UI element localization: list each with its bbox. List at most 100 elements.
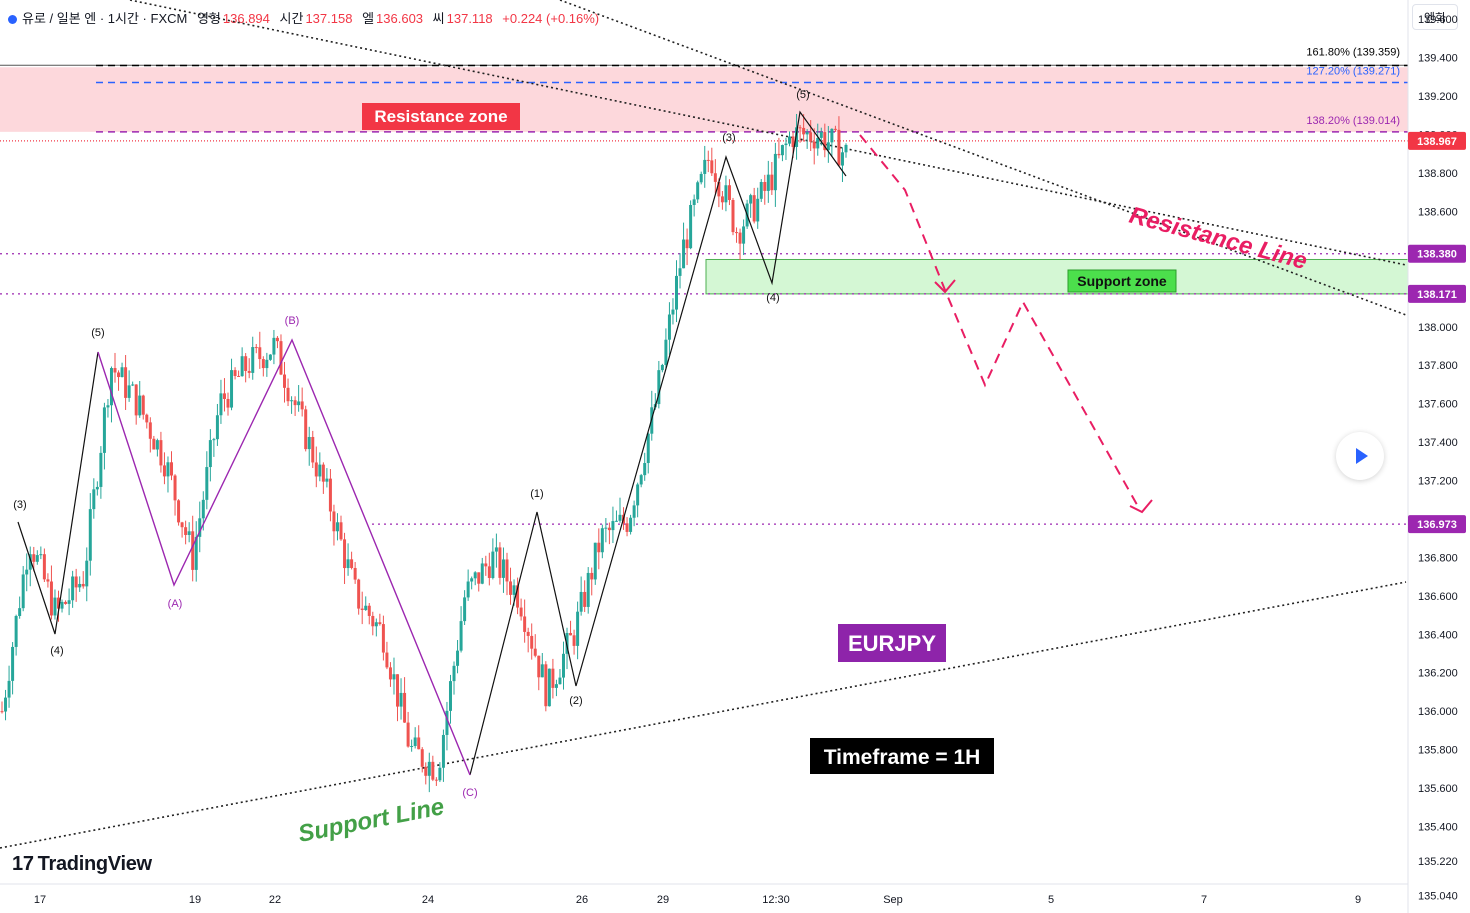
time-tick-label: 19 — [189, 894, 201, 906]
candle-body — [431, 761, 435, 780]
candle-body — [473, 572, 477, 579]
candle-body — [798, 127, 802, 129]
close-label: 씨 — [432, 11, 445, 26]
candle-body — [106, 405, 110, 408]
projection-arrow — [1129, 499, 1153, 514]
candle-body — [92, 489, 96, 510]
candle-body — [678, 268, 682, 276]
price-tick-label: 135.600 — [1418, 783, 1458, 795]
symbol-title[interactable]: 유로 / 일본 엔 · 1시간 · FXCM — [22, 11, 188, 26]
candle-body — [544, 664, 548, 707]
timeframe-tag: Timeframe = 1H — [824, 746, 981, 769]
candle-body — [74, 576, 78, 588]
price-tick-label: 136.800 — [1418, 552, 1458, 564]
candle-body — [258, 347, 262, 360]
time-tick-label: Sep — [883, 894, 903, 906]
price-tick-label: 135.220 — [1418, 856, 1458, 868]
candle-body — [420, 749, 424, 767]
price-label: 138.171 — [1417, 289, 1457, 301]
candle-body — [131, 384, 135, 386]
candle-body — [417, 737, 421, 750]
candle-body — [117, 372, 121, 378]
candle-body — [39, 554, 43, 556]
projection-path — [859, 134, 1141, 511]
candle-body — [632, 505, 636, 518]
candle-body — [752, 195, 756, 222]
candle-body — [607, 527, 611, 531]
candle-body — [205, 467, 209, 500]
candle-body — [272, 337, 276, 355]
candle-body — [233, 370, 237, 376]
candle-body — [113, 368, 117, 373]
candle-body — [466, 581, 470, 598]
candle-body — [512, 585, 516, 595]
candle-body — [816, 137, 820, 149]
candle-body — [427, 761, 431, 776]
candle-body — [805, 132, 809, 135]
time-tick-label: 5 — [1048, 894, 1054, 906]
candle-body — [717, 181, 721, 197]
candle-body — [85, 560, 89, 587]
candle-body — [180, 522, 184, 528]
wave-label: (2) — [569, 695, 582, 707]
candle-body — [434, 779, 438, 781]
wave-label: (1) — [530, 488, 543, 500]
candle-body — [576, 611, 580, 646]
candle-body — [321, 464, 325, 482]
candle-body — [674, 275, 678, 310]
candle-body — [452, 665, 456, 682]
candle-body — [625, 523, 629, 532]
candle-body — [787, 136, 791, 144]
candle-body — [360, 608, 364, 610]
candle-body — [184, 527, 188, 535]
candle-body — [265, 359, 269, 369]
price-tick-label: 136.000 — [1418, 706, 1458, 718]
candle-body — [639, 475, 643, 485]
candle-body — [682, 239, 686, 269]
candle-body — [247, 370, 251, 373]
candle-body — [516, 585, 520, 608]
candle-body — [720, 196, 724, 203]
candle-body — [307, 436, 311, 450]
high-label: 시간 — [279, 11, 304, 26]
candle-body — [826, 142, 830, 151]
candle-body — [32, 554, 36, 562]
candle-body — [692, 199, 696, 205]
candle-body — [120, 367, 124, 378]
timeframe-tag-bg — [810, 738, 994, 774]
candle-body — [254, 347, 258, 349]
candle-body — [170, 462, 174, 476]
candle-body — [187, 531, 191, 535]
candle-body — [441, 734, 445, 768]
candle-body — [494, 547, 498, 552]
candle-body — [410, 745, 414, 747]
play-button[interactable] — [1336, 432, 1384, 480]
candle-body — [770, 174, 774, 191]
time-tick-label: 29 — [657, 894, 669, 906]
candles — [0, 113, 848, 793]
candle-body — [350, 559, 354, 568]
candle-body — [60, 601, 64, 609]
candle-body — [381, 624, 385, 653]
candle-body — [35, 555, 39, 562]
resistance-zone-tag-bg — [362, 103, 520, 130]
candle-body — [459, 621, 463, 651]
candle-body — [71, 576, 75, 601]
candle-body — [487, 566, 491, 578]
price-tick-label: 136.400 — [1418, 629, 1458, 641]
candle-body — [46, 579, 50, 582]
low-value: 136.603 — [376, 11, 424, 26]
candle-body — [629, 517, 633, 532]
candle-body — [222, 393, 226, 399]
candle-body — [134, 384, 138, 416]
currency-button[interactable]: 엔화 — [1412, 4, 1458, 30]
candle-body — [162, 465, 166, 477]
candle-body — [99, 452, 103, 487]
price-tick-label: 137.400 — [1418, 437, 1458, 449]
support-zone-tag-bg — [1067, 269, 1177, 293]
wave-label: (4) — [766, 292, 779, 304]
candle-body — [759, 181, 763, 199]
price-tick-label: 139.600 — [1418, 14, 1458, 26]
resistance-line — [129, 0, 1407, 266]
